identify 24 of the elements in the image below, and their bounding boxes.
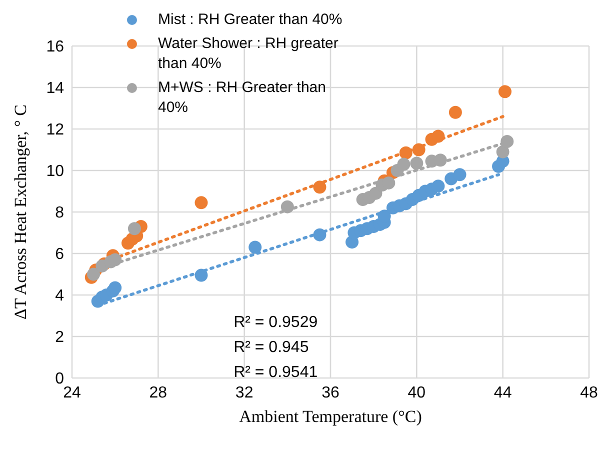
legend-label: M+WS : RH Greater than 40% — [158, 78, 327, 118]
x-tick-label: 32 — [235, 384, 254, 402]
y-tick-label: 8 — [55, 204, 64, 222]
x-tick-label: 48 — [580, 384, 598, 402]
y-tick-label: 2 — [55, 329, 64, 346]
y-tick-label: 12 — [46, 122, 64, 139]
y-tick-label: 14 — [46, 80, 64, 98]
x-axis-title: Ambient Temperature (°C) — [239, 407, 422, 426]
y-tick-label: 0 — [55, 370, 64, 388]
y-tick-label: 4 — [55, 288, 64, 305]
x-tick-label: 40 — [408, 384, 426, 402]
y-axis-title: ΔT Across Heat Exchanger, ° C — [11, 104, 30, 320]
y-tick-label: 16 — [46, 38, 64, 56]
x-tick-label: 24 — [63, 384, 81, 402]
annotation: R² = 0.945 — [234, 338, 309, 357]
x-tick-label: 44 — [494, 384, 512, 402]
annotation: R² = 0.9529 — [234, 314, 318, 332]
annotation: R² = 0.9541 — [234, 364, 318, 382]
x-tick-label: 36 — [322, 384, 340, 402]
y-tick-label: 6 — [55, 246, 64, 264]
y-tick-label: 10 — [46, 163, 64, 180]
legend-label: Water Shower : RH greater than 40% — [158, 34, 340, 74]
legend-label: Mist : RH Greater than 40% — [158, 10, 342, 30]
x-tick-label: 28 — [149, 384, 168, 402]
